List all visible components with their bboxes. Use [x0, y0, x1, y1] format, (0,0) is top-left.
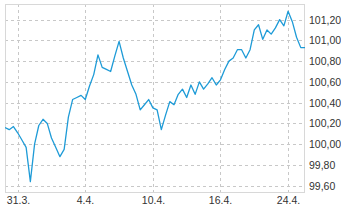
grid-line	[5, 40, 305, 41]
y-tick-label: 100,80	[309, 55, 341, 67]
x-tick-label: 24.4.	[277, 194, 300, 206]
x-tick-label: 4.4.	[77, 194, 95, 206]
grid-line	[5, 82, 305, 83]
x-tick-label: 16.4.	[209, 194, 232, 206]
grid-line	[18, 4, 19, 193]
grid-line	[220, 4, 221, 193]
y-tick-label: 99,80	[309, 159, 335, 171]
grid-line	[153, 4, 154, 193]
x-tick-label: 31.3.	[7, 194, 30, 206]
y-tick-label: 99,60	[309, 180, 335, 192]
y-tick-label: 100,60	[309, 76, 341, 88]
chart: 99,60 99,80 100,00 100,20 100,40 100,60 100,80…	[0, 0, 341, 207]
x-tick-label: 10.4.	[142, 194, 165, 206]
y-tick-label: 100,40	[309, 97, 341, 109]
y-tick-label: 101,20	[309, 14, 341, 26]
grid-line	[5, 186, 305, 187]
y-tick-label: 100,00	[309, 138, 341, 150]
plot-frame	[6, 5, 305, 193]
grid-line	[5, 123, 305, 124]
y-tick-label: 100,20	[309, 117, 341, 129]
grid-line	[5, 144, 305, 145]
grid-line	[5, 20, 305, 21]
grid-line	[5, 61, 305, 62]
grid-line	[288, 4, 289, 193]
plot-background	[5, 4, 305, 193]
grid-line	[5, 103, 305, 104]
grid-line	[5, 165, 305, 166]
y-tick-label: 101,00	[309, 34, 341, 46]
price-line	[5, 11, 305, 181]
plot-area	[5, 11, 305, 181]
